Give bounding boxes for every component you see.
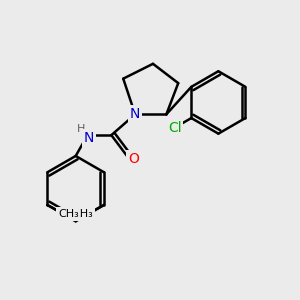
Text: CH₃: CH₃ — [73, 209, 93, 219]
Text: N: N — [130, 107, 140, 121]
Text: Cl: Cl — [168, 121, 182, 135]
Text: H: H — [77, 124, 85, 134]
Text: O: O — [128, 152, 139, 166]
Text: CH₃: CH₃ — [58, 209, 79, 219]
Text: N: N — [84, 131, 94, 145]
